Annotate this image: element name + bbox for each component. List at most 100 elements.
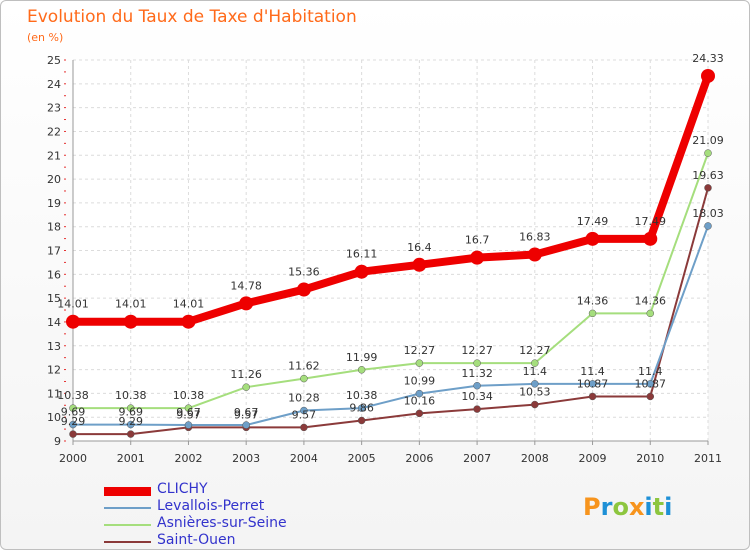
- brand-logo: Proxiti: [583, 493, 673, 521]
- data-point: [69, 404, 77, 412]
- data-point: [531, 359, 539, 367]
- data-label: 11.26: [230, 368, 262, 381]
- data-point: [585, 231, 600, 246]
- y-tick-label: 12: [47, 364, 61, 377]
- chart-title: Evolution du Taux de Taxe d'Habitation: [27, 7, 357, 27]
- data-label: 16.83: [519, 231, 551, 244]
- data-point: [123, 314, 138, 329]
- data-point: [588, 380, 597, 388]
- data-label: 10.87: [635, 377, 667, 390]
- data-label: 12.27: [519, 344, 551, 357]
- series-line: [72, 186, 709, 436]
- data-point: [184, 421, 193, 429]
- data-label: 9.86: [349, 402, 374, 415]
- data-label: 9.29: [61, 415, 86, 428]
- legend-label: CLICHY: [157, 481, 208, 497]
- data-label: 14.78: [230, 279, 262, 292]
- data-point: [473, 382, 481, 390]
- y-tick-label: 14: [47, 316, 61, 329]
- legend-label: Levallois-Perret: [157, 498, 265, 514]
- data-label: 9.69: [61, 406, 86, 419]
- data-label: 10.38: [346, 389, 378, 402]
- y-tick-label: 10: [47, 411, 61, 424]
- series-line: [72, 152, 709, 410]
- y-tick-label: 23: [47, 102, 61, 115]
- y-tick-label: 11: [47, 387, 61, 400]
- data-label: 9.57: [292, 408, 317, 421]
- data-label: 16.4: [407, 241, 432, 254]
- data-label: 14.01: [57, 298, 89, 311]
- legend-swatch: [104, 524, 151, 526]
- data-label: 11.99: [346, 351, 378, 364]
- data-label: 14.36: [577, 294, 609, 307]
- data-label: 10.16: [404, 394, 436, 407]
- data-point: [646, 309, 655, 318]
- data-label: 10.99: [404, 375, 436, 388]
- legend-swatch: [104, 486, 151, 496]
- data-point: [415, 389, 424, 398]
- data-point: [415, 409, 424, 418]
- data-point: [588, 309, 597, 318]
- y-tick-label: 17: [47, 245, 61, 258]
- data-label: 9.69: [118, 406, 143, 419]
- data-label: 10.87: [577, 377, 609, 390]
- x-tick-label: 2000: [59, 452, 87, 465]
- data-point: [300, 374, 308, 383]
- x-tick-label: 2004: [290, 452, 318, 465]
- data-label: 11.32: [461, 367, 493, 380]
- y-tick-label: 21: [47, 149, 61, 162]
- data-label: 9.67: [234, 406, 259, 419]
- y-tick-label: 24: [47, 78, 61, 91]
- data-point: [296, 282, 311, 297]
- data-point: [66, 314, 80, 329]
- data-label: 11.62: [288, 360, 320, 373]
- x-tick-label: 2003: [232, 452, 260, 465]
- legend-label: Saint-Ouen: [157, 532, 236, 548]
- series-line: [69, 71, 712, 326]
- data-point: [126, 430, 135, 438]
- data-point: [473, 359, 481, 367]
- legend-swatch: [104, 541, 151, 543]
- data-point: [181, 314, 196, 329]
- x-tick-label: 2007: [463, 452, 491, 465]
- data-label: 16.7: [465, 234, 490, 247]
- chart-unit: (en %): [27, 31, 64, 44]
- data-point: [239, 296, 254, 311]
- data-label: 19.63: [692, 169, 724, 182]
- data-point: [531, 380, 539, 388]
- data-label: 10.38: [115, 389, 147, 402]
- data-point: [242, 383, 250, 391]
- y-tick-label: 13: [47, 340, 61, 353]
- x-tick-label: 2010: [636, 452, 664, 465]
- data-point: [643, 231, 658, 246]
- data-label: 9.29: [118, 415, 143, 428]
- y-tick-label: 15: [47, 292, 61, 305]
- y-tick-label: 9: [54, 435, 61, 448]
- y-tick-label: 22: [47, 125, 61, 138]
- data-point: [470, 250, 485, 265]
- data-label: 10.28: [288, 392, 320, 405]
- data-point: [184, 404, 193, 412]
- data-point: [473, 405, 481, 413]
- x-tick-label: 2002: [174, 452, 202, 465]
- data-point: [531, 400, 539, 409]
- data-label: 10.53: [519, 386, 551, 399]
- data-point: [300, 406, 308, 415]
- x-tick-label: 2011: [694, 452, 722, 465]
- data-point: [126, 404, 135, 412]
- y-tick-label: 25: [47, 54, 61, 67]
- data-label: 18.03: [692, 207, 724, 220]
- data-label: 14.01: [173, 298, 205, 311]
- data-point: [646, 380, 655, 388]
- data-label: 11.4: [638, 365, 663, 378]
- data-label: 10.34: [461, 390, 493, 403]
- data-label: 24.33: [692, 52, 724, 65]
- y-tick-label: 18: [47, 221, 61, 234]
- data-label: 9.57: [234, 408, 259, 421]
- data-label: 10.38: [173, 389, 205, 402]
- data-point: [588, 392, 597, 401]
- data-point: [415, 359, 424, 367]
- data-point: [704, 184, 712, 192]
